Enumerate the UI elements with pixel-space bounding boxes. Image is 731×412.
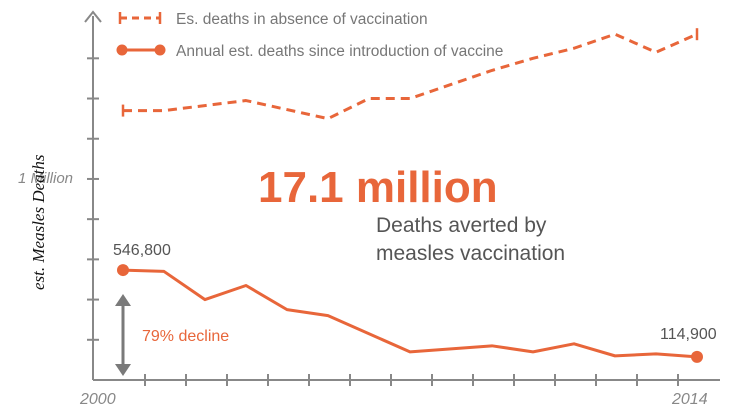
x-tick-label-end: 2014 (671, 391, 708, 408)
x-axis (93, 374, 720, 386)
x-tick-label-start: 2000 (79, 391, 116, 408)
y-tick-label-1-million: 1 Million (18, 170, 73, 187)
averted-caption-line2: measles vaccination (376, 242, 565, 265)
y-axis-arrow-icon (84, 10, 102, 23)
series-layer (117, 28, 703, 363)
data-point-end (691, 350, 703, 363)
legend-label-absence: Es. deaths in absence of vaccination (176, 11, 428, 28)
legend-dashed-marker (118, 12, 162, 24)
data-label-start: 546,800 (113, 242, 171, 259)
legend: Es. deaths in absence of vaccination Ann… (116, 11, 503, 60)
y-axis-label: est. Measles Deaths (29, 154, 48, 290)
legend-solid-marker (116, 44, 166, 56)
decline-arrow-icon (115, 294, 131, 376)
averted-total: 17.1 million (258, 163, 498, 212)
averted-caption-line1: Deaths averted by (376, 214, 547, 237)
data-point-start (117, 264, 129, 277)
series-line-absence-vaccination (123, 32, 698, 121)
data-label-end: 114,900 (660, 326, 717, 343)
series-line-with-vaccination (122, 268, 698, 359)
y-axis (84, 10, 102, 380)
decline-label: 79% decline (142, 328, 229, 345)
legend-label-vaccine: Annual est. deaths since introduction of… (176, 43, 503, 60)
